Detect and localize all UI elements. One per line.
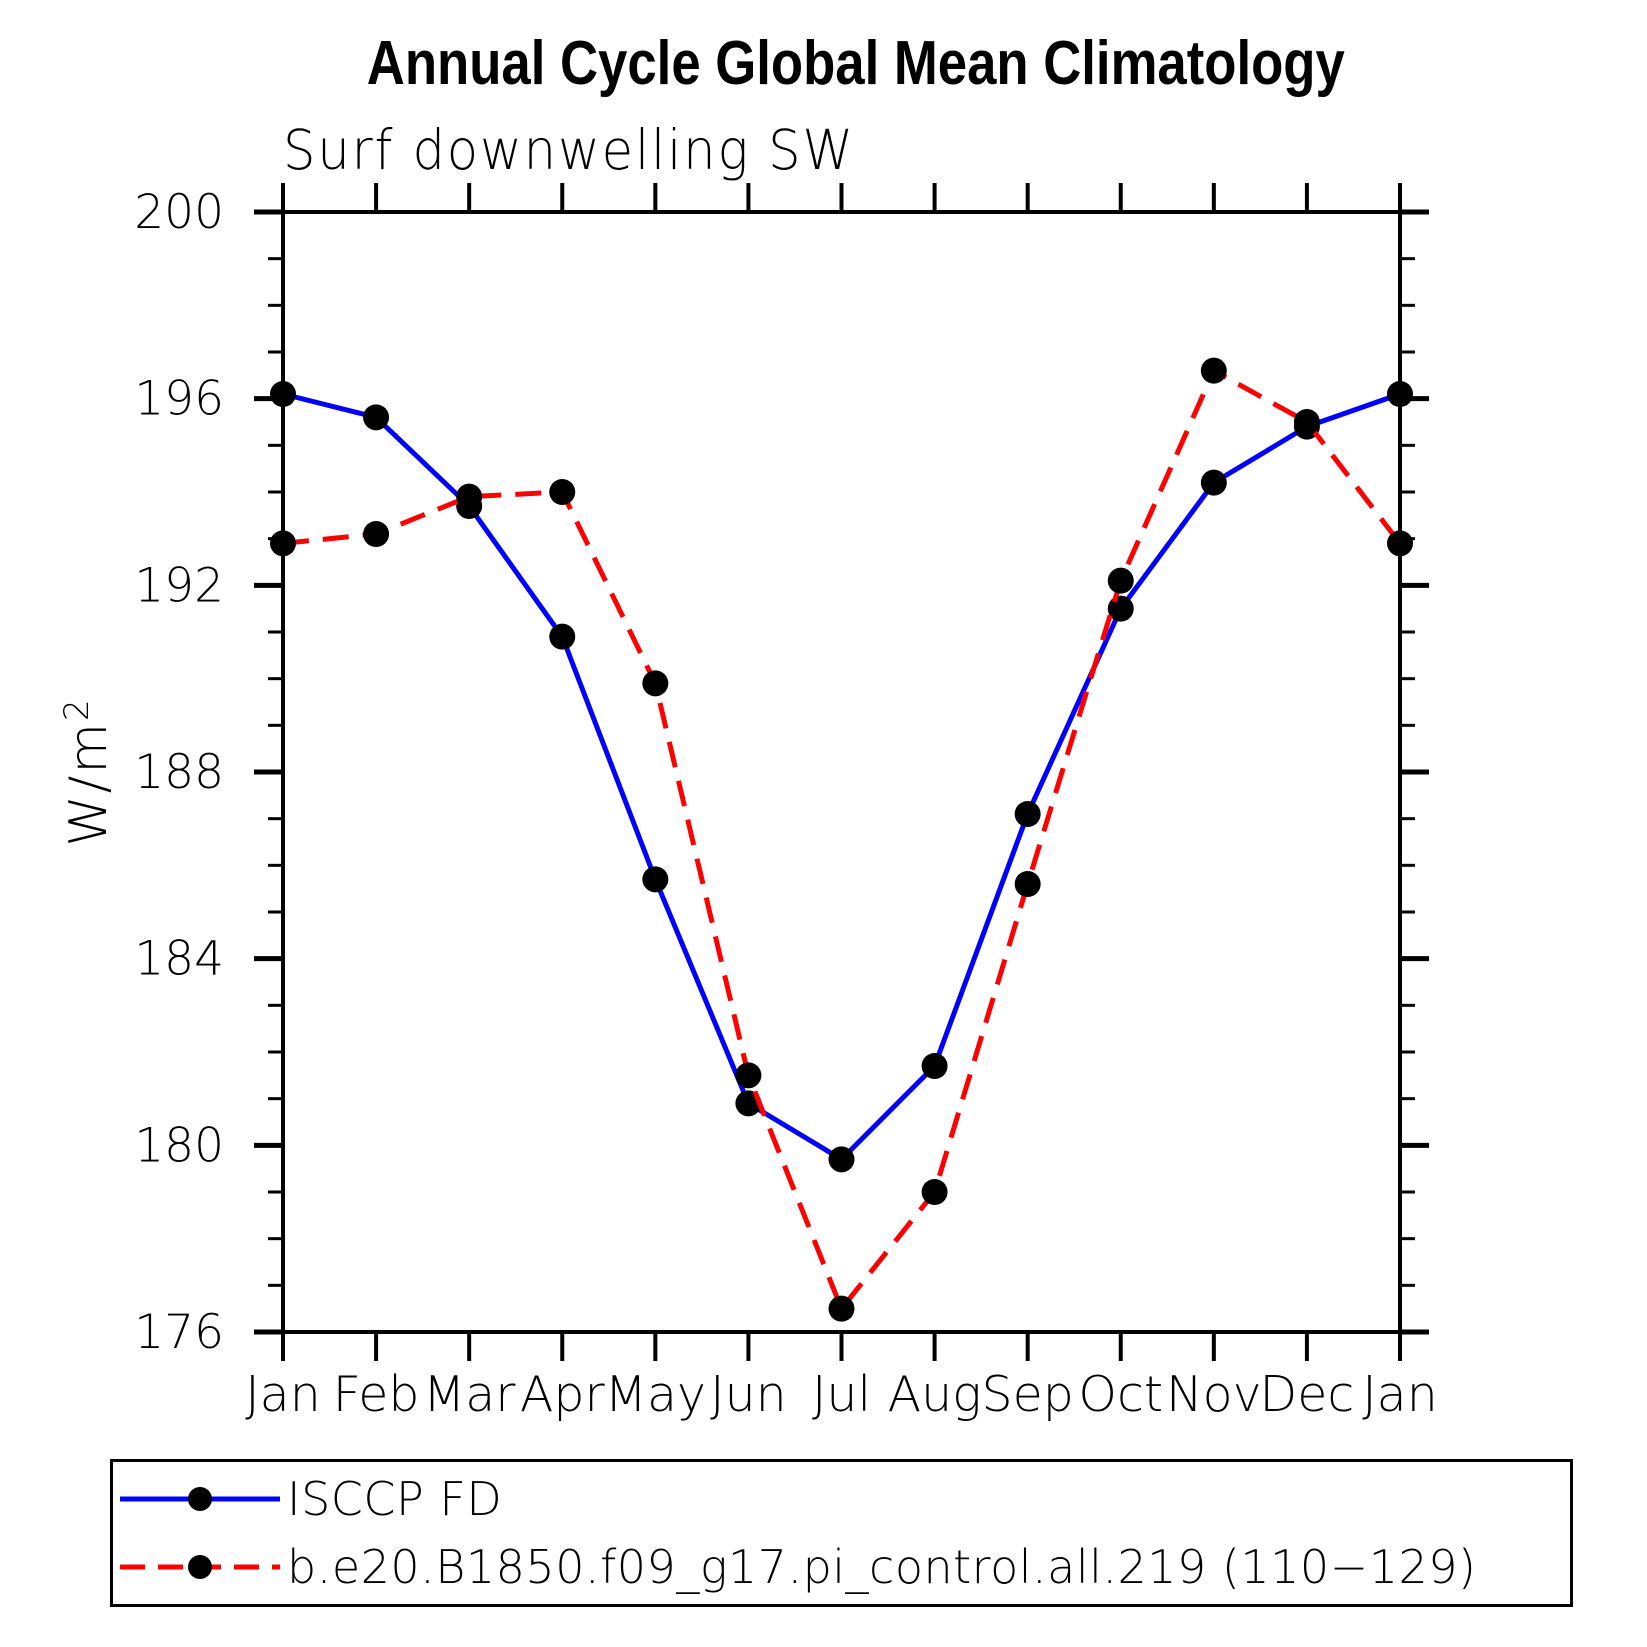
data-point <box>363 521 390 547</box>
data-point <box>549 479 576 505</box>
legend-swatch-dashed <box>120 1555 280 1580</box>
x-tick-label: Dec <box>1260 1366 1355 1423</box>
x-axis-ticks <box>281 183 1402 1361</box>
legend-item-model: b.e20.B1850.f09_g17.pi_control.all.219 (… <box>118 1535 1570 1599</box>
plot-frame <box>281 210 1402 1334</box>
x-tick-label: Jan <box>1362 1366 1438 1423</box>
legend-swatch-solid <box>120 1486 280 1511</box>
data-point <box>1107 595 1134 622</box>
x-tick-label: Mar <box>423 1366 516 1423</box>
data-point <box>1293 409 1320 435</box>
data-point <box>642 670 669 697</box>
legend-label-isccp-fd: ISCCP FD <box>287 1471 503 1526</box>
data-point <box>921 1053 948 1079</box>
legend: ISCCP FD b.e20.B1850.f09_g17.pi_control.… <box>110 1459 1573 1607</box>
data-point <box>921 1179 948 1205</box>
y-tick-label: 180 <box>134 1118 224 1173</box>
data-point <box>1107 567 1134 594</box>
data-point <box>735 1062 762 1089</box>
legend-marker-dot <box>188 1486 212 1511</box>
x-tick-label: Feb <box>333 1366 420 1423</box>
x-tick-label: Oct <box>1078 1366 1163 1423</box>
x-tick-label: Jul <box>812 1366 871 1423</box>
legend-item-isccp-fd: ISCCP FD <box>118 1467 1570 1531</box>
x-tick-label: May <box>605 1366 706 1423</box>
data-point <box>363 404 390 431</box>
y-tick-label: 200 <box>134 185 224 240</box>
data-point <box>549 623 576 650</box>
data-point <box>828 1146 855 1173</box>
series-1 <box>270 357 1413 1322</box>
data-point <box>456 483 483 510</box>
data-point <box>1200 357 1227 384</box>
data-point <box>1387 530 1413 557</box>
y-tick-label: 196 <box>134 372 224 427</box>
y-tick-label: 188 <box>134 745 224 800</box>
x-tick-label: Aug <box>888 1366 982 1423</box>
x-tick-label: Jan <box>245 1366 321 1423</box>
y-tick-label: 192 <box>134 558 224 613</box>
x-tick-label: Sep <box>981 1366 1073 1423</box>
x-tick-label: Apr <box>520 1366 606 1423</box>
series-line-0 <box>282 391 1401 1162</box>
data-point <box>1387 381 1413 407</box>
chart-subtitle: Surf downwelling SW <box>283 118 855 182</box>
data-point <box>642 866 669 893</box>
legend-marker-dot <box>188 1555 212 1580</box>
legend-label-model: b.e20.B1850.f09_g17.pi_control.all.219 (… <box>287 1540 1477 1595</box>
data-point <box>1014 871 1041 897</box>
y-tick-label: 184 <box>134 932 224 987</box>
data-point <box>828 1295 855 1322</box>
x-tick-label: Nov <box>1166 1366 1262 1423</box>
y-tick-label: 176 <box>134 1305 224 1360</box>
data-point <box>270 381 296 407</box>
data-point <box>1014 801 1041 827</box>
chart-title: Annual Cycle Global Mean Climatology <box>366 29 1345 98</box>
data-point <box>1200 469 1227 496</box>
series-0 <box>270 381 1413 1173</box>
y-axis-labels: 176 180 184 188 192 196 200 <box>134 185 224 1360</box>
data-point <box>270 530 296 557</box>
x-tick-label: Jun <box>710 1366 787 1423</box>
